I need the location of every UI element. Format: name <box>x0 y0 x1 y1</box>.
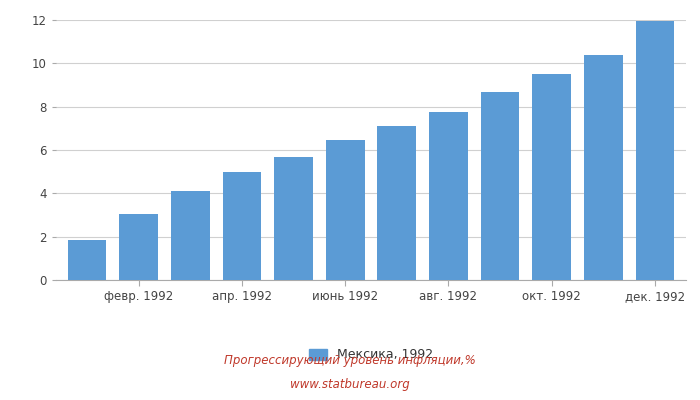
Bar <box>223 172 261 280</box>
Bar <box>119 214 158 280</box>
Bar <box>481 92 519 280</box>
Bar <box>636 21 674 280</box>
Bar <box>326 140 365 280</box>
Bar <box>584 55 623 280</box>
Bar <box>274 156 313 280</box>
Legend: Мексика, 1992: Мексика, 1992 <box>304 344 438 366</box>
Bar <box>377 126 416 280</box>
Text: www.statbureau.org: www.statbureau.org <box>290 378 410 391</box>
Bar <box>533 74 571 280</box>
Bar <box>68 240 106 280</box>
Text: Прогрессирующий уровень инфляции,%: Прогрессирующий уровень инфляции,% <box>224 354 476 367</box>
Bar <box>429 112 468 280</box>
Bar <box>171 191 209 280</box>
